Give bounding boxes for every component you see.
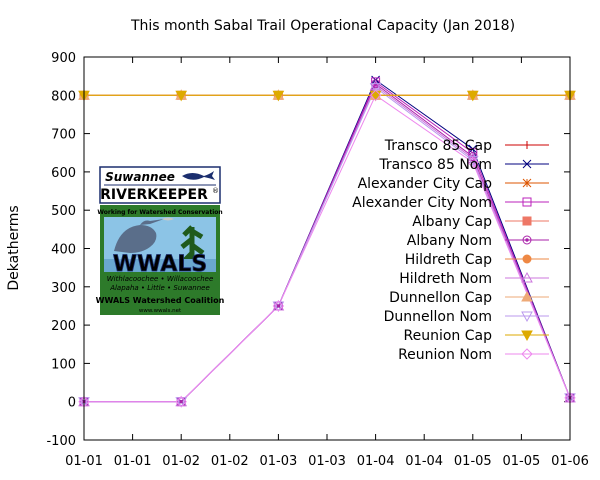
data-point bbox=[369, 90, 382, 102]
plot-frame bbox=[83, 56, 571, 441]
logo-org-name-2: RIVERKEEPER bbox=[100, 187, 208, 203]
logo-wordmark: WWALS bbox=[113, 252, 207, 277]
fish-in-beak-icon bbox=[162, 217, 174, 221]
y-tick-label: 100 bbox=[51, 357, 76, 372]
tree-icon bbox=[180, 225, 205, 272]
y-tick-label: 900 bbox=[51, 51, 76, 66]
logo-registered-mark: ® bbox=[212, 187, 219, 195]
logo-org-name: Suwannee bbox=[105, 170, 175, 184]
x-tick-label: 01-03 bbox=[308, 454, 346, 469]
logo-tagline: Working for Watershed Conservation bbox=[97, 209, 222, 216]
legend-label: Reunion Cap bbox=[404, 328, 493, 344]
legend-label: Hildreth Cap bbox=[405, 252, 492, 268]
y-tick-label: 800 bbox=[51, 89, 76, 104]
data-point bbox=[175, 395, 187, 408]
y-tick-label: -100 bbox=[46, 434, 76, 449]
data-point bbox=[175, 90, 188, 102]
y-tick-label: 300 bbox=[51, 281, 76, 296]
y-tick-label: 200 bbox=[51, 319, 76, 334]
legend-marker bbox=[522, 216, 532, 226]
chart-title: This month Sabal Trail Operational Capac… bbox=[130, 18, 515, 34]
data-point bbox=[466, 90, 479, 102]
legend-marker bbox=[523, 141, 531, 149]
legend-marker bbox=[522, 178, 532, 188]
x-tick-label: 01-02 bbox=[162, 454, 200, 469]
logo-rivers-line1: Withlacoochee • Willacoochee bbox=[107, 275, 214, 283]
legend-marker bbox=[522, 159, 532, 169]
data-point bbox=[175, 397, 188, 408]
x-tick-label: 01-06 bbox=[551, 454, 589, 469]
x-tick-label: 01-02 bbox=[211, 454, 249, 469]
x-tick-label: 01-03 bbox=[260, 454, 298, 469]
data-point bbox=[369, 89, 382, 102]
series-lines bbox=[84, 79, 571, 403]
x-tick-label: 01-04 bbox=[357, 454, 395, 469]
legend-label: Transco 85 Cap bbox=[384, 138, 492, 154]
y-tick-label: 600 bbox=[51, 166, 76, 181]
legend-marker bbox=[522, 235, 532, 245]
y-tick-label: 0 bbox=[68, 396, 76, 411]
logo-water bbox=[104, 259, 216, 272]
data-point bbox=[272, 300, 285, 312]
x-ticks: 01-01 01-01 01-02 01-02 01-03 01-03 01-04 01-04… bbox=[65, 57, 589, 469]
data-point bbox=[467, 156, 479, 169]
x-tick-label: 01-05 bbox=[503, 454, 541, 469]
legend-marker bbox=[521, 330, 533, 342]
y-tick-label: 500 bbox=[51, 204, 76, 219]
legend-marker bbox=[522, 197, 532, 207]
y-tick-label: 400 bbox=[51, 243, 76, 258]
legend-label: Hildreth Nom bbox=[399, 271, 492, 287]
wwals-logo: Suwannee RIVERKEEPER ® Working for Water… bbox=[96, 166, 225, 315]
logo-url: www.wwals.net bbox=[139, 308, 182, 314]
x-tick-label: 01-01 bbox=[114, 454, 152, 469]
legend-label: Alexander City Nom bbox=[352, 195, 492, 211]
fish-icon bbox=[182, 171, 215, 180]
legend-marker bbox=[522, 254, 532, 264]
legend-marker bbox=[521, 271, 533, 283]
legend-label: Albany Nom bbox=[407, 233, 492, 249]
legend-marker bbox=[521, 311, 533, 323]
legend-label: Reunion Nom bbox=[398, 347, 492, 363]
x-tick-label: 01-05 bbox=[454, 454, 492, 469]
logo-rivers-line2: Alapaha • Little • Suwannee bbox=[109, 284, 210, 292]
legend-marker bbox=[521, 290, 533, 302]
data-point bbox=[369, 83, 382, 94]
legend-label: Dunnellon Cap bbox=[389, 290, 492, 306]
heron-icon bbox=[114, 219, 164, 253]
x-tick-label: 01-01 bbox=[65, 454, 103, 469]
legend-label: Alexander City Cap bbox=[358, 176, 493, 192]
y-ticks: -100 0 100 200 300 400 500 600 700 800 900 bbox=[46, 51, 570, 449]
x-tick-label: 01-04 bbox=[405, 454, 443, 469]
legend-marker bbox=[521, 348, 533, 360]
logo-coalition: WWALS Watershed Coalition bbox=[96, 296, 225, 305]
series-line-11 bbox=[84, 94, 571, 403]
legend-label: Dunnellon Nom bbox=[384, 309, 492, 325]
data-point bbox=[466, 152, 479, 163]
legend-label: Albany Cap bbox=[412, 214, 492, 230]
data-point bbox=[272, 90, 285, 102]
legend-label: Transco 85 Nom bbox=[378, 157, 492, 173]
data-point bbox=[466, 155, 479, 167]
y-axis-label: Dekatherms bbox=[6, 205, 22, 290]
legend: Transco 85 Cap Transco 85 Nom Alexander Ci… bbox=[352, 138, 549, 363]
y-tick-label: 700 bbox=[51, 128, 76, 143]
data-point bbox=[272, 301, 285, 312]
